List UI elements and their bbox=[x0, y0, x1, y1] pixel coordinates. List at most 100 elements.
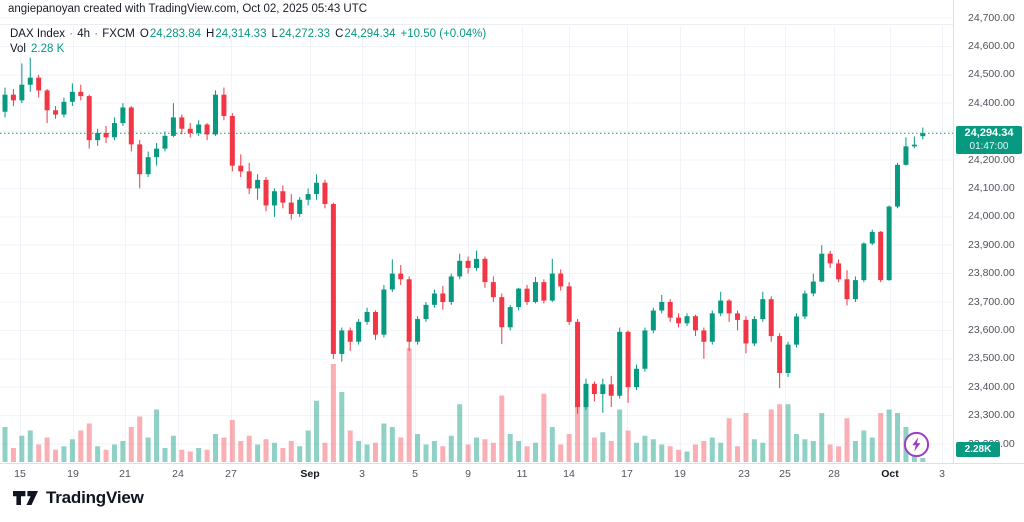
volume-bar bbox=[457, 404, 463, 462]
volume-bar bbox=[490, 442, 496, 462]
candle-body bbox=[213, 94, 218, 135]
candle-body bbox=[255, 179, 261, 189]
boost-button[interactable] bbox=[902, 430, 931, 459]
candle-body bbox=[836, 263, 842, 280]
volume-bar bbox=[440, 446, 446, 462]
candle-wick bbox=[737, 310, 739, 331]
volume-bar bbox=[718, 442, 724, 462]
candle-body bbox=[642, 330, 648, 369]
volume-bar bbox=[768, 409, 774, 462]
candle-body bbox=[861, 243, 867, 281]
candle-body bbox=[10, 94, 16, 101]
price-axis[interactable]: 24,700.0024,600.0024,500.0024,400.0024,3… bbox=[953, 0, 1024, 463]
volume-bar bbox=[423, 444, 429, 462]
time-axis-label: 25 bbox=[779, 468, 791, 480]
candle-body bbox=[356, 321, 362, 342]
volume-bar bbox=[179, 449, 185, 462]
tradingview-logo[interactable]: TradingView bbox=[12, 488, 144, 508]
candle-body bbox=[751, 319, 757, 344]
volume-bar bbox=[575, 378, 581, 462]
volume-bar bbox=[406, 348, 412, 462]
candle-body bbox=[634, 368, 639, 388]
volume-bar bbox=[777, 404, 783, 462]
time-axis[interactable]: 15 19 21 24 27 Sep 3 5 9 11 14 17 19 23 25 28 Oct 3 bbox=[0, 463, 1024, 488]
volume-bar bbox=[204, 449, 210, 462]
volume-bar bbox=[499, 395, 505, 462]
volume-bar bbox=[642, 435, 648, 462]
volume-label: Vol bbox=[10, 43, 26, 55]
candle-wick bbox=[602, 378, 604, 413]
candle-body bbox=[263, 179, 269, 206]
candle-body bbox=[549, 273, 555, 301]
candle-body bbox=[137, 144, 143, 175]
candle-body bbox=[170, 117, 176, 136]
candle-body bbox=[499, 297, 505, 328]
candle-body bbox=[398, 273, 404, 280]
candle-body bbox=[120, 107, 126, 124]
candle-body bbox=[852, 280, 858, 300]
candle-body bbox=[111, 123, 117, 138]
candle-body bbox=[726, 300, 732, 314]
candle-body bbox=[229, 115, 235, 166]
volume-bar bbox=[709, 437, 715, 462]
price-axis-label: 23,400.00 bbox=[968, 380, 1015, 393]
candle-body bbox=[608, 384, 614, 396]
volume-bar bbox=[541, 393, 547, 462]
candle-body bbox=[322, 182, 328, 205]
change-value: +10.50 (+0.04%) bbox=[400, 28, 487, 40]
volume-bar bbox=[69, 439, 75, 462]
volume-bar bbox=[271, 442, 277, 462]
tradingview-logo-icon bbox=[13, 491, 38, 505]
candle-body bbox=[415, 319, 421, 342]
candle-body bbox=[297, 199, 303, 214]
candle-body bbox=[221, 94, 227, 116]
candle-body bbox=[474, 258, 480, 268]
volume-bar bbox=[785, 404, 791, 462]
candle-wick bbox=[703, 327, 705, 359]
candle-body bbox=[204, 124, 210, 135]
symbol-name: DAX Index bbox=[10, 28, 65, 40]
candle-body bbox=[61, 101, 67, 115]
volume-bar bbox=[482, 439, 488, 462]
volume-bar bbox=[381, 423, 387, 462]
candle-body bbox=[36, 77, 42, 91]
tradingview-logo-text: TradingView bbox=[46, 488, 144, 507]
time-axis-label: 21 bbox=[119, 468, 131, 480]
symbol-title[interactable]: DAX Index · 4h · FXCM bbox=[10, 27, 135, 42]
time-axis-label: 23 bbox=[738, 468, 750, 480]
watermark-attribution: angiepanoyan created with TradingView.co… bbox=[8, 3, 368, 15]
candle-body bbox=[69, 91, 75, 102]
candle-body bbox=[810, 281, 816, 294]
candle-body bbox=[339, 330, 345, 354]
volume-bar bbox=[196, 448, 202, 462]
time-axis-label: 24 bbox=[172, 468, 184, 480]
candle-body bbox=[760, 299, 766, 320]
candle-body bbox=[869, 231, 875, 244]
candle-body bbox=[591, 383, 597, 395]
price-axis-label: 24,500.00 bbox=[968, 68, 1015, 81]
volume-bar bbox=[819, 413, 825, 462]
candle-body bbox=[566, 286, 572, 322]
volume-bar bbox=[78, 430, 84, 462]
interval-label: 4h bbox=[77, 28, 91, 40]
volume-bar bbox=[356, 441, 362, 462]
candle-body bbox=[532, 282, 538, 302]
volume-bar bbox=[339, 392, 345, 462]
volume-bar bbox=[111, 444, 117, 462]
candle-body bbox=[667, 302, 673, 318]
volume-bar bbox=[61, 446, 67, 462]
time-axis-label: 14 bbox=[563, 468, 575, 480]
volume-bar bbox=[128, 427, 134, 462]
candle-body bbox=[78, 91, 84, 97]
time-axis-label: Sep bbox=[300, 468, 320, 480]
volume-bar bbox=[566, 434, 572, 462]
candle-body bbox=[19, 84, 25, 101]
chart-pane[interactable] bbox=[0, 0, 953, 463]
candle-body bbox=[406, 279, 412, 342]
volume-bar bbox=[229, 420, 235, 462]
candle-body bbox=[423, 304, 429, 320]
candle-body bbox=[288, 202, 294, 214]
volume-bar bbox=[684, 451, 690, 462]
candle-body bbox=[920, 133, 926, 137]
volume-bar bbox=[886, 409, 892, 462]
